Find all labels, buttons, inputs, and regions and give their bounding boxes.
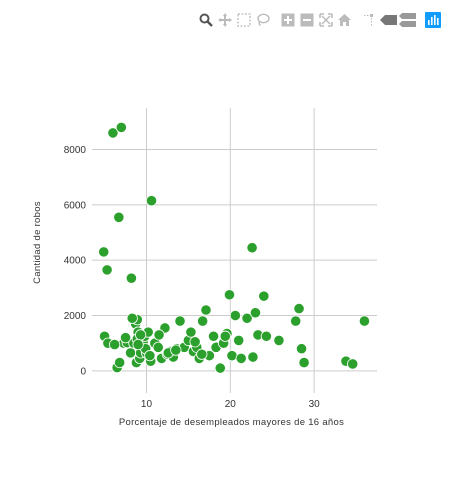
y-tick-label: 2000 <box>64 311 87 322</box>
x-tick-label: 20 <box>225 399 237 410</box>
x-tick-label: 10 <box>141 399 153 410</box>
scatter-point[interactable] <box>298 356 310 369</box>
hover-closest-button[interactable] <box>379 11 398 29</box>
scatter-point[interactable] <box>144 350 156 362</box>
scatter-point[interactable] <box>124 347 137 359</box>
scatter-point[interactable] <box>247 351 259 363</box>
scatter-point[interactable] <box>109 338 121 351</box>
zoom-in-icon <box>281 13 295 27</box>
reset-axes-icon <box>337 13 352 27</box>
plotly-logo-icon <box>424 12 441 28</box>
scatter-point[interactable] <box>135 329 147 341</box>
scatter-point[interactable] <box>273 334 285 347</box>
y-axis-title: Cantidad de robos <box>32 201 43 284</box>
scatter-point[interactable] <box>107 127 119 139</box>
reset-axes-button[interactable] <box>335 11 354 29</box>
scatter-point[interactable] <box>258 290 270 302</box>
y-tick-label: 6000 <box>64 200 87 211</box>
y-tick-label: 0 <box>80 366 86 377</box>
scatter-point[interactable] <box>115 121 127 133</box>
y-tick-label: 4000 <box>64 256 87 267</box>
hover-compare-button[interactable] <box>398 11 417 29</box>
scatter-point[interactable] <box>98 246 110 258</box>
x-tick-label: 30 <box>309 399 321 410</box>
scatter-point[interactable] <box>125 272 137 284</box>
scatter-point[interactable] <box>152 341 164 353</box>
lasso-select-button[interactable] <box>253 11 272 29</box>
data-points[interactable] <box>98 121 371 374</box>
hover-compare-icon <box>398 12 417 28</box>
scatter-point[interactable] <box>229 309 241 322</box>
scatter-point[interactable] <box>293 303 305 315</box>
scatter-point[interactable] <box>185 326 197 338</box>
scatter-point[interactable] <box>235 352 247 365</box>
scatter-point[interactable] <box>174 315 186 327</box>
scatter-point[interactable] <box>200 304 212 316</box>
scatter-point[interactable] <box>126 312 138 324</box>
grid-layer <box>92 108 377 393</box>
zoom-out-icon <box>300 13 314 27</box>
scatter-point[interactable] <box>214 362 226 374</box>
hover-closest-icon <box>379 14 398 26</box>
scatter-point[interactable] <box>113 211 125 223</box>
scatter-point[interactable] <box>290 315 302 327</box>
autoscale-icon <box>318 13 333 27</box>
scatter-point[interactable] <box>260 330 272 342</box>
plotly-logo-button[interactable] <box>423 11 442 29</box>
pan-button[interactable] <box>215 11 234 29</box>
scatter-point[interactable] <box>219 330 231 342</box>
zoom-in-button[interactable] <box>278 11 297 29</box>
autoscale-button[interactable] <box>316 11 335 29</box>
box-select-icon <box>236 13 251 27</box>
scatter-point[interactable] <box>241 312 253 324</box>
x-axis-title: Porcentaje de desempleados mayores de 16… <box>119 417 344 428</box>
scatter-point[interactable] <box>249 307 262 319</box>
scatter-point[interactable] <box>358 315 371 327</box>
scatter-point[interactable] <box>295 343 308 355</box>
zoom-icon <box>199 13 213 27</box>
scatter-point[interactable] <box>132 338 144 351</box>
tick-labels: 10 20 30 0 2000 4000 6000 8000 <box>64 145 320 410</box>
lasso-select-icon <box>256 13 270 27</box>
scatter-point[interactable] <box>153 329 165 341</box>
y-tick-label: 8000 <box>64 145 87 156</box>
scatter-point[interactable] <box>223 289 236 301</box>
zoom-button[interactable] <box>196 11 215 29</box>
toggle-spike-lines-icon <box>363 13 377 27</box>
pan-icon <box>217 13 232 27</box>
zoom-out-button[interactable] <box>297 11 316 29</box>
scatter-point[interactable] <box>197 315 209 327</box>
scatter-point[interactable] <box>233 334 245 347</box>
scatter-point[interactable] <box>246 242 258 254</box>
scatter-point[interactable] <box>170 344 182 356</box>
scatter-point[interactable] <box>189 336 201 348</box>
scatter-point[interactable] <box>101 264 113 276</box>
scatter-point[interactable] <box>226 350 238 362</box>
scatter-point[interactable] <box>119 332 132 344</box>
scatter-point[interactable] <box>114 356 126 369</box>
scatter-point[interactable] <box>145 195 158 207</box>
scatter-point[interactable] <box>347 358 359 370</box>
modebar <box>196 10 442 30</box>
box-select-button[interactable] <box>234 11 253 29</box>
scatter-point[interactable] <box>196 348 208 360</box>
scatter-point[interactable] <box>207 330 220 342</box>
toggle-spike-lines-button[interactable] <box>360 11 379 29</box>
